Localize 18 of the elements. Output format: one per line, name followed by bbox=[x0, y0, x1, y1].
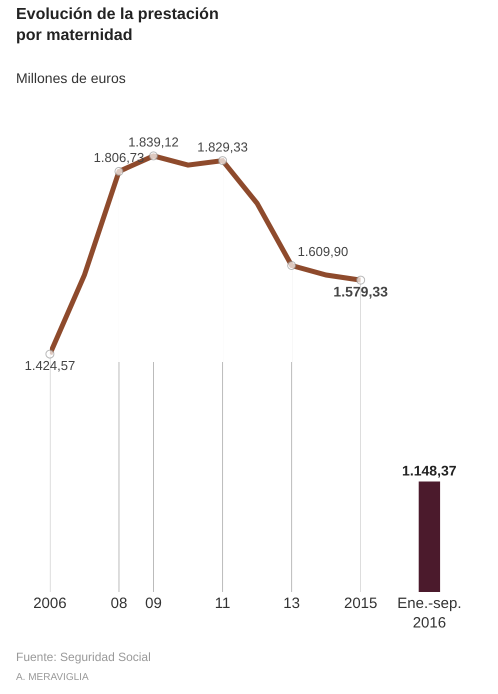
x-tick-label: Ene.-sep. 2016 bbox=[397, 595, 462, 632]
data-label: 1.839,12 bbox=[128, 134, 179, 150]
chart-title: Evolución de la prestación por maternidad bbox=[16, 6, 219, 44]
x-tick-label: 11 bbox=[214, 595, 230, 612]
data-label: 1.148,37 bbox=[402, 462, 457, 479]
data-label: 1.579,33 bbox=[333, 284, 388, 300]
x-tick-label: 13 bbox=[283, 595, 300, 612]
data-label: 1.806,73 bbox=[94, 150, 144, 166]
source-note: Fuente: Seguridad Social bbox=[16, 650, 151, 664]
chart-subtitle: Millones de euros bbox=[16, 70, 126, 86]
x-tick-label: 09 bbox=[145, 595, 162, 612]
x-tick-label: 08 bbox=[110, 595, 128, 612]
data-label: 1.609,90 bbox=[298, 244, 348, 260]
data-label: 1.829,33 bbox=[197, 139, 248, 154]
data-label: 1.424,57 bbox=[24, 358, 76, 373]
x-tick-label: 2006 bbox=[33, 595, 67, 612]
x-tick-label: 2015 bbox=[344, 595, 378, 612]
text: A. MERAVIGLIA bbox=[16, 672, 89, 683]
